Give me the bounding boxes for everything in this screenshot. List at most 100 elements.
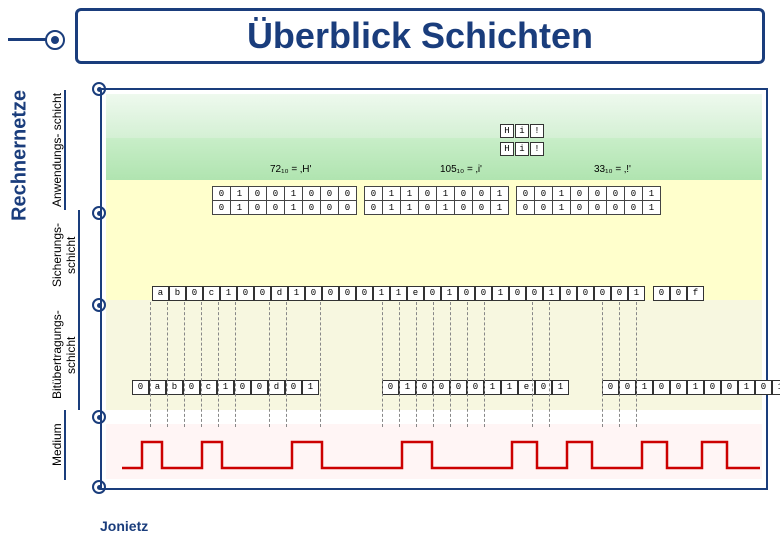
frame-cell: 1 (492, 286, 509, 301)
dash-line (433, 302, 434, 427)
frame-cell: d (268, 380, 285, 395)
char-cell: i (515, 142, 529, 156)
footer-author: Jonietz (100, 518, 148, 534)
dash-line (269, 302, 270, 427)
dash-line (484, 302, 485, 427)
frame-row-mid-mid: 01000011e01 (382, 380, 569, 395)
frame-cell: 0 (339, 286, 356, 301)
bit-cell: 0 (267, 201, 285, 215)
label-medium: Medium (50, 410, 66, 480)
ascii-label: 33₁₀ = ‚!' (594, 164, 631, 175)
frame-cell: 1 (636, 380, 653, 395)
frame-cell: 1 (390, 286, 407, 301)
dash-line (450, 302, 451, 427)
frame-cell: 1 (302, 380, 319, 395)
dash-line (218, 302, 219, 427)
layer-labels: Anwendungs- schicht Sicherungs- schicht … (50, 90, 94, 480)
frame-cell: 0 (560, 286, 577, 301)
dash-line (399, 302, 400, 427)
frame-cell: 1 (220, 286, 237, 301)
bit-cell: 1 (553, 187, 571, 201)
ascii-label: 72₁₀ = ‚H' (270, 164, 311, 175)
dash-line (184, 302, 185, 427)
frame-cell: b (166, 380, 183, 395)
frame-cell: 0 (526, 286, 543, 301)
frame-cell: 0 (433, 380, 450, 395)
frame-cell: 1 (217, 380, 234, 395)
frame-cell: 0 (186, 286, 203, 301)
bit-cell: 0 (419, 187, 437, 201)
frame-cell: c (203, 286, 220, 301)
bit-cell: 0 (365, 187, 383, 201)
dash-line (382, 302, 383, 427)
frame-cell: 0 (755, 380, 772, 395)
title-bullet (45, 30, 65, 50)
frame-cell: 0 (132, 380, 149, 395)
bit-cell: 0 (473, 187, 491, 201)
bit-cell: 1 (437, 201, 455, 215)
frame-cell (645, 286, 653, 301)
char-cell: i (515, 124, 529, 138)
frame-cell: 0 (670, 286, 687, 301)
bit-cell: 1 (401, 201, 419, 215)
label-sicherung: Sicherungs- schicht (50, 210, 80, 300)
frame-cell: 0 (619, 380, 636, 395)
bit-cell: 0 (339, 201, 357, 215)
frame-cell: 1 (552, 380, 569, 395)
bit-cell: 1 (383, 187, 401, 201)
bit-cell: 1 (553, 201, 571, 215)
dash-line (619, 302, 620, 427)
label-anwendung: Anwendungs- schicht (50, 90, 66, 210)
frame-cell: 0 (382, 380, 399, 395)
diagram-area: Hi! Hi! 72₁₀ = ‚H'105₁₀ = ‚i'33₁₀ = ‚!' … (100, 88, 768, 490)
frame-cell: 0 (721, 380, 738, 395)
bit-cell: 0 (571, 201, 589, 215)
frame-cell: 1 (288, 286, 305, 301)
frame-cell: 1 (373, 286, 390, 301)
frame-cell: c (200, 380, 217, 395)
bit-cell: 0 (321, 201, 339, 215)
frame-cell: 0 (356, 286, 373, 301)
side-label: Rechnernetze (6, 80, 34, 230)
frame-cell: b (169, 286, 186, 301)
bit-cell: 1 (401, 187, 419, 201)
band-anwendung-top (106, 94, 762, 138)
bit-cell: 0 (455, 187, 473, 201)
bit-cell: 0 (625, 201, 643, 215)
dash-line (636, 302, 637, 427)
frame-cell: a (149, 380, 166, 395)
char-cell: H (500, 142, 514, 156)
page-title: Überblick Schichten (247, 15, 593, 57)
frame-cell: 1 (484, 380, 501, 395)
frame-cell: 0 (509, 286, 526, 301)
frame-cell: 1 (501, 380, 518, 395)
bit-cell: 1 (231, 201, 249, 215)
frame-cell: 0 (467, 380, 484, 395)
bit-cell: 1 (491, 187, 509, 201)
bit-cell: 1 (383, 201, 401, 215)
frame-cell: 0 (234, 380, 251, 395)
bit-cell (357, 201, 365, 215)
frame-cell: 1 (628, 286, 645, 301)
frame-cell: 0 (251, 380, 268, 395)
frame-cell: 0 (450, 380, 467, 395)
bit-cell: 1 (285, 201, 303, 215)
frame-cell: 0 (670, 380, 687, 395)
frame-cell: 0 (611, 286, 628, 301)
frame-cell: 0 (254, 286, 271, 301)
frame-row-mid-right: 00100100101 (602, 380, 780, 395)
frame-cell: 1 (543, 286, 560, 301)
char-cell: ! (530, 124, 544, 138)
bit-cell: 0 (213, 187, 231, 201)
frame-cell: 0 (704, 380, 721, 395)
bit-cell: 0 (607, 201, 625, 215)
bit-cell: 0 (589, 201, 607, 215)
dash-line (286, 302, 287, 427)
bit-cell: 0 (321, 187, 339, 201)
bit-cell: 0 (517, 187, 535, 201)
bit-cell: 0 (365, 201, 383, 215)
dash-line (532, 302, 533, 427)
title-stem (8, 38, 48, 41)
frame-row-top: ab0c100d1000011e010010010000100f (152, 286, 704, 301)
frame-cell: 0 (424, 286, 441, 301)
